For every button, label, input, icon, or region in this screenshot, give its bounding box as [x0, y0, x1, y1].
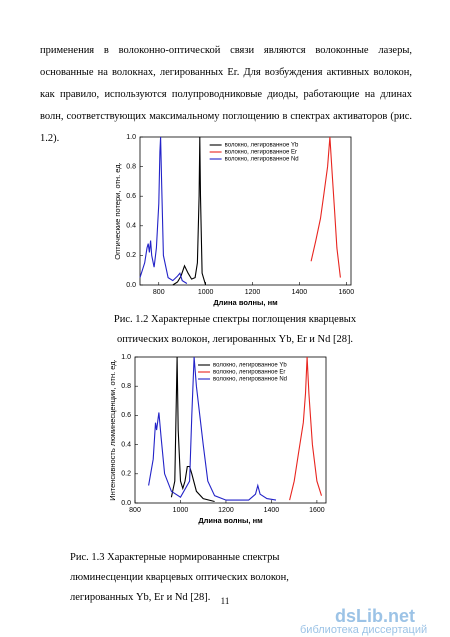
- legend-label: волокно, легированное Er: [225, 150, 297, 156]
- caption: Рис. 1.2 Характерные спектры поглощения …: [113, 314, 357, 345]
- spectrum-line: [148, 356, 277, 501]
- spectrum-line: [172, 136, 207, 286]
- y-tick-label: 0.2: [121, 471, 131, 478]
- x-tick-label: 1600: [339, 289, 355, 296]
- watermark-logo: dsLib.net: [335, 606, 415, 626]
- y-tick-label: 0.4: [121, 441, 131, 448]
- x-tick-label: 1200: [218, 507, 234, 514]
- y-tick-label: 0.0: [121, 500, 131, 507]
- y-tick-label: 0.6: [121, 412, 131, 419]
- y-tick-label: 0.8: [121, 383, 131, 390]
- page-number: 11: [220, 596, 230, 606]
- legend-label: волокно, легированное Nd: [225, 157, 299, 163]
- spectrum-line: [170, 356, 215, 503]
- legend-label: волокно, легированное Nd: [213, 377, 287, 383]
- x-tick-label: 1000: [198, 289, 214, 296]
- y-tick-label: 1.0: [121, 354, 131, 361]
- x-tick-label: 1400: [264, 507, 280, 514]
- y-tick-label: 0.8: [126, 163, 136, 170]
- caption: Рис. 1.3 Характерные нормированные спект…: [70, 552, 289, 603]
- plot-frame: [134, 356, 327, 504]
- watermark-tagline: библиотека диссертаций: [300, 624, 428, 636]
- x-axis-label: Длина волны, нм: [213, 298, 278, 307]
- y-axis-label: Оптические потери, отн. ед.: [113, 162, 122, 259]
- x-tick-label: 800: [129, 507, 141, 514]
- plot-frame: [139, 136, 352, 286]
- y-tick-label: 0.0: [126, 282, 136, 289]
- y-tick-label: 0.4: [126, 223, 136, 230]
- x-tick-label: 1000: [173, 507, 189, 514]
- y-tick-label: 1.0: [126, 134, 136, 141]
- y-tick-label: 0.2: [126, 252, 136, 259]
- legend-label: волокно, легированное Yb: [213, 363, 287, 369]
- y-tick-label: 0.6: [126, 193, 136, 200]
- spectrum-line: [289, 356, 323, 501]
- x-axis-label: Длина волны, нм: [198, 516, 263, 525]
- x-tick-label: 800: [153, 289, 165, 296]
- paragraph: применения в волоконно-оптической связи …: [40, 45, 412, 144]
- legend-label: волокно, легированное Yb: [225, 143, 299, 149]
- x-tick-label: 1600: [309, 507, 325, 514]
- legend-label: волокно, легированное Er: [213, 370, 285, 376]
- x-tick-label: 1400: [292, 289, 308, 296]
- spectrum-line: [310, 136, 341, 278]
- spectrum-line: [139, 136, 188, 284]
- y-axis-label: Интенсивность люминесценции, отн. ед.: [108, 359, 117, 501]
- x-tick-label: 1200: [245, 289, 261, 296]
